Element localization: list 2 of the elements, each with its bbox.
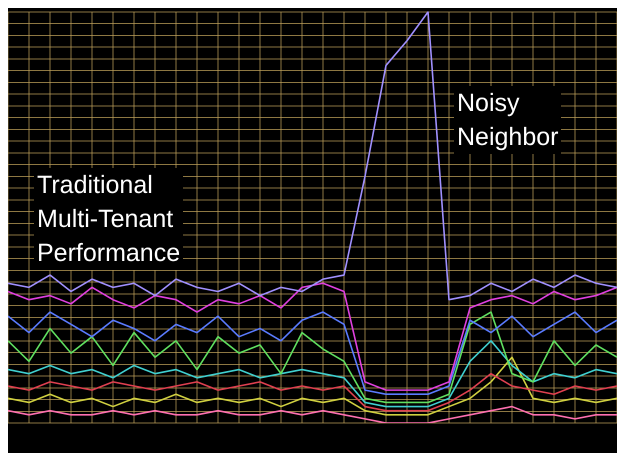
- annotation: Noisy Neighbor: [454, 86, 562, 154]
- annotation: Traditional Multi-Tenant Performance: [34, 168, 184, 270]
